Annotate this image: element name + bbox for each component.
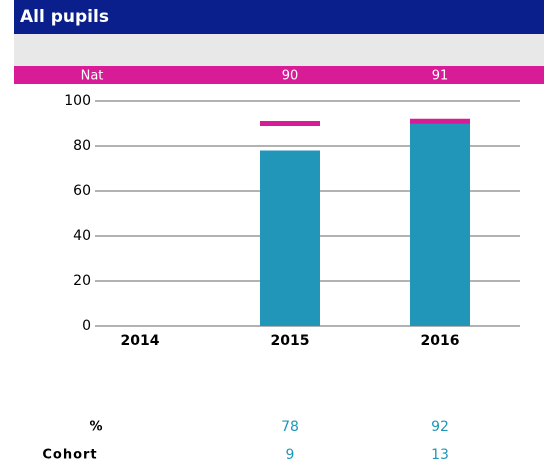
y-tick-label: 60 xyxy=(73,183,91,199)
row-label: % xyxy=(89,420,102,435)
national-value: 91 xyxy=(432,69,449,84)
y-tick-label: 80 xyxy=(73,138,91,154)
header-bar xyxy=(14,0,544,34)
percent-value: 92 xyxy=(431,419,449,435)
y-tick-label: 100 xyxy=(64,93,91,109)
x-tick-label: 2015 xyxy=(271,333,310,349)
x-tick-label: 2016 xyxy=(421,333,460,349)
y-tick-label: 0 xyxy=(82,318,91,334)
x-tick-label: 2014 xyxy=(121,333,160,349)
national-value: 90 xyxy=(282,69,299,84)
y-tick-label: 40 xyxy=(73,228,91,244)
national-label: Nat xyxy=(81,69,104,84)
row-label: Cohort xyxy=(42,448,97,463)
cohort-value: 13 xyxy=(431,447,449,463)
cohort-value: 9 xyxy=(286,447,295,463)
chart-title: All pupils xyxy=(20,7,109,27)
y-tick-label: 20 xyxy=(73,273,91,289)
bar xyxy=(260,150,320,326)
percent-value: 78 xyxy=(281,419,299,435)
national-band xyxy=(14,66,544,84)
bar xyxy=(410,119,470,326)
